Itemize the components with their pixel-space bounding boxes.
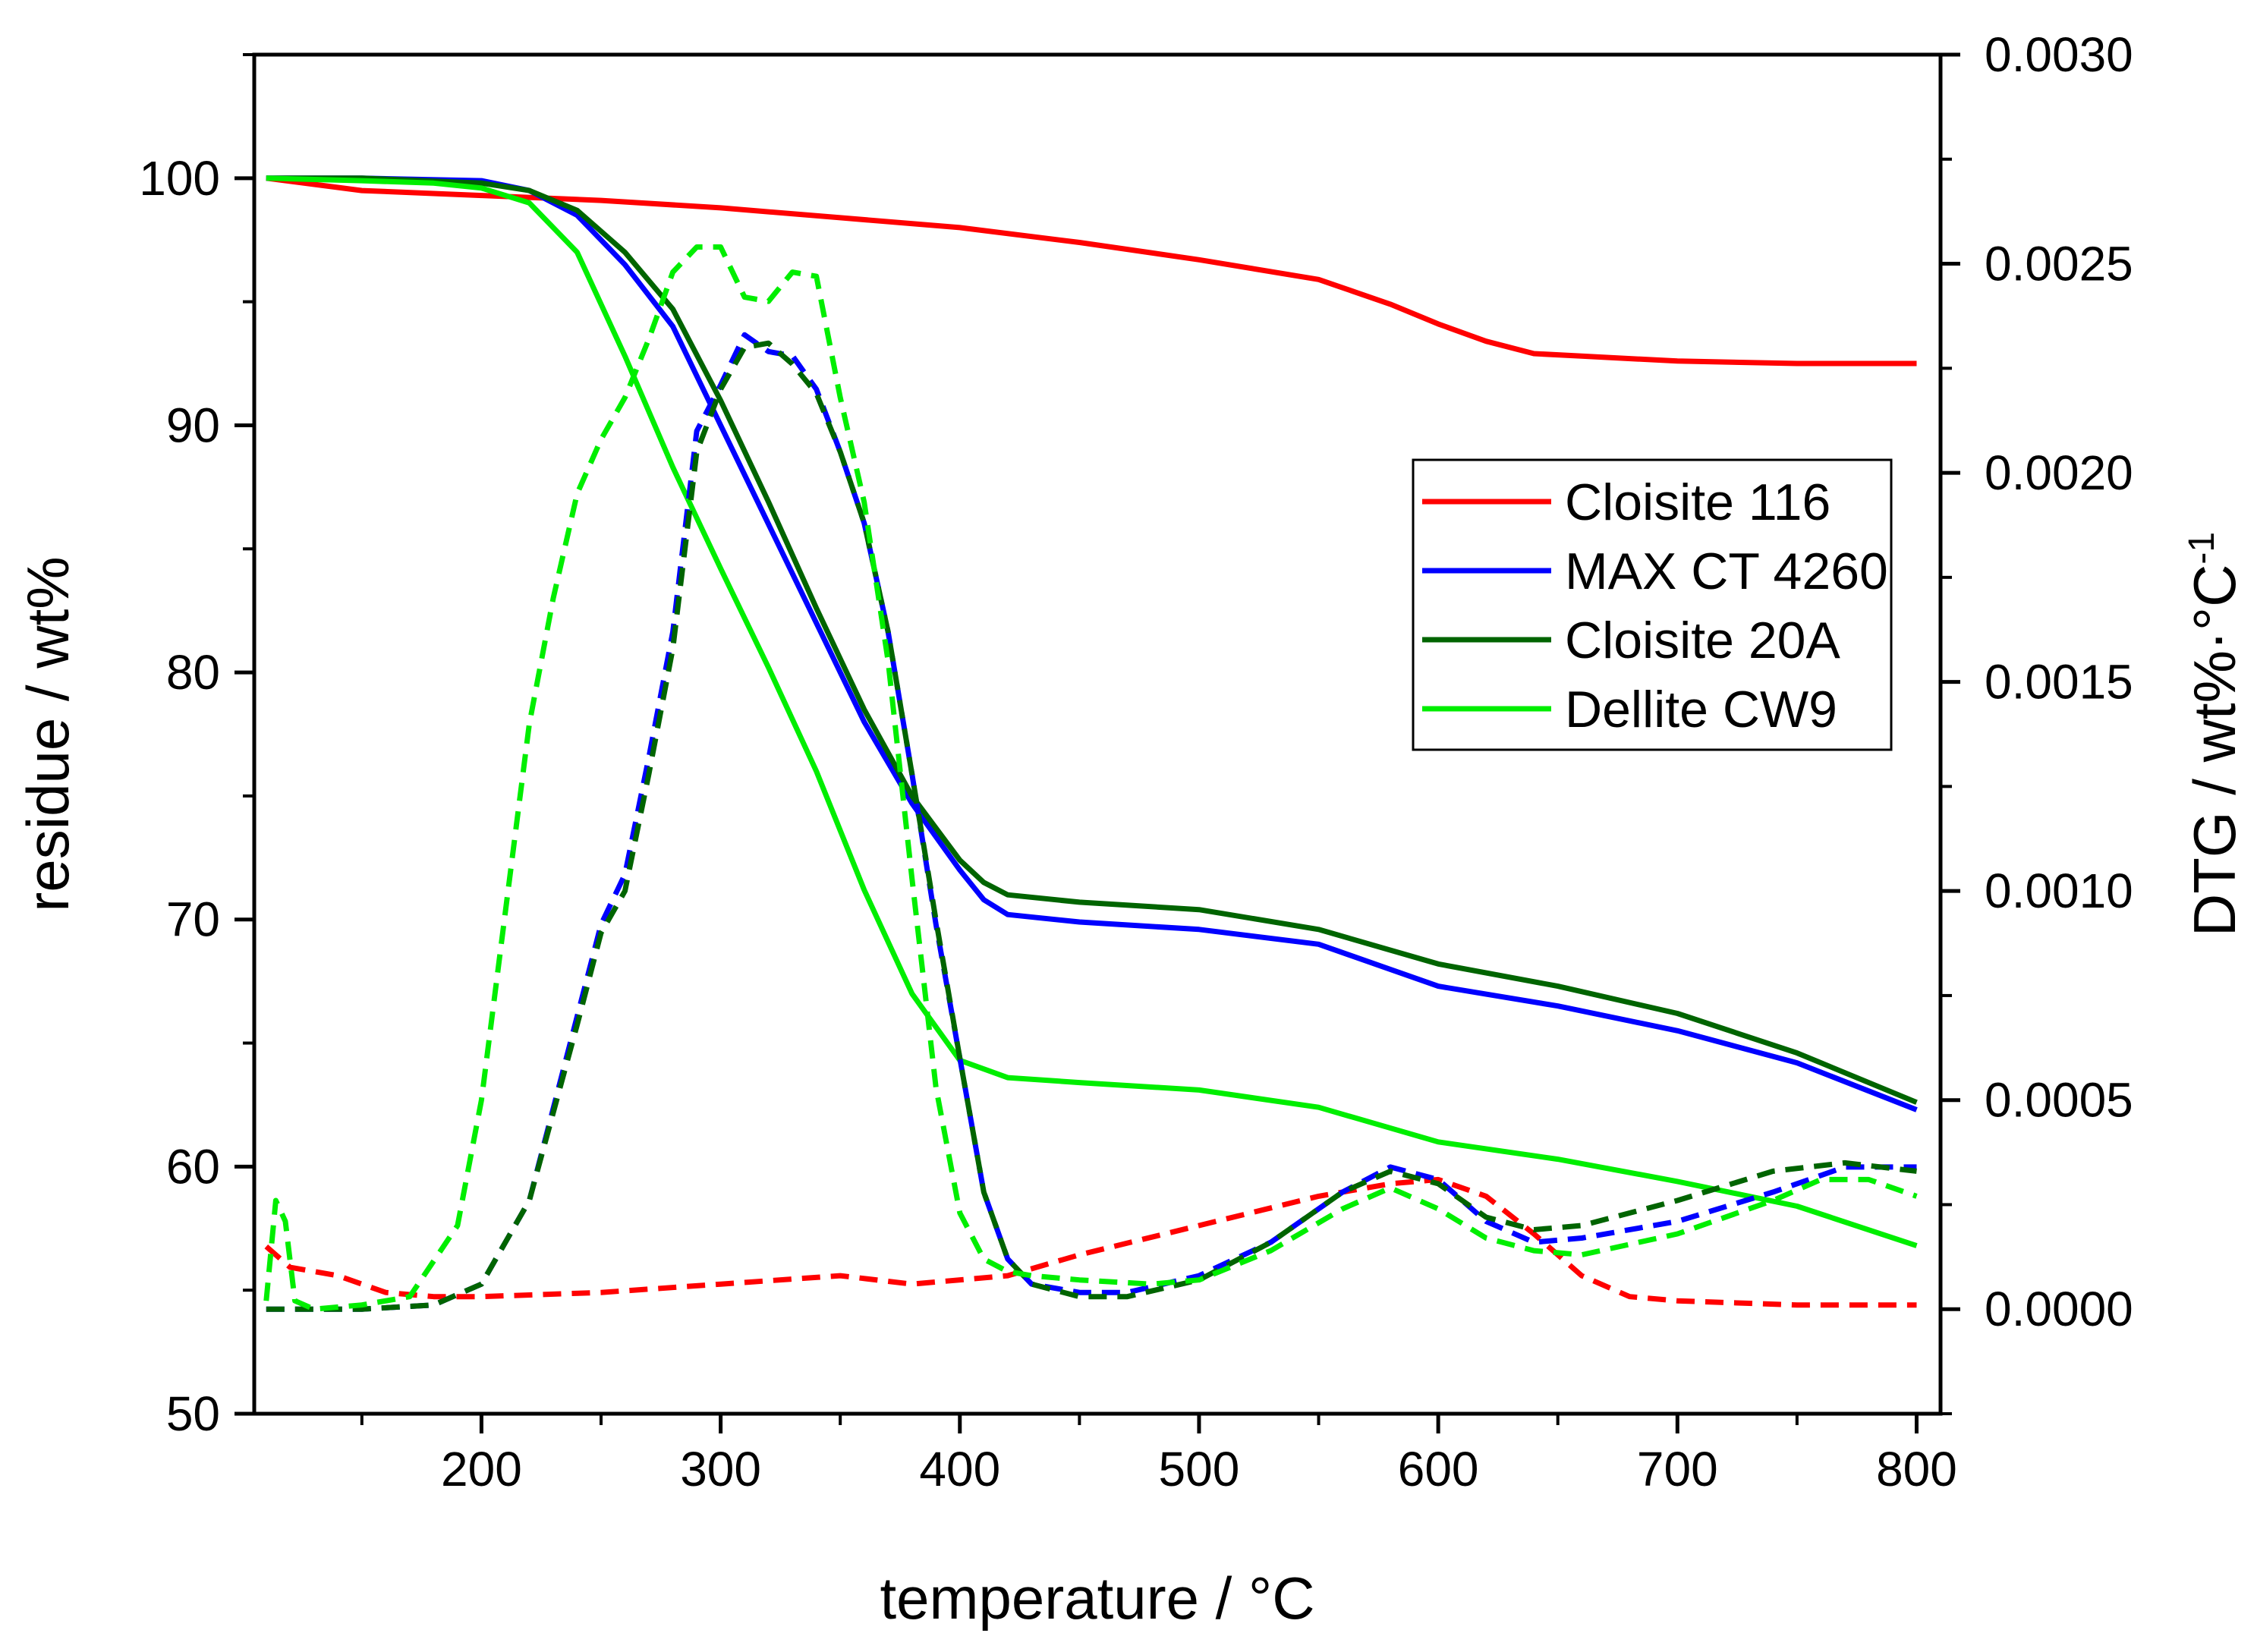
- y2-tick-label-0.0010: 0.0010: [1985, 864, 2133, 918]
- x-tick-label-400: 400: [919, 1442, 1000, 1496]
- y-tick-label-100: 100: [139, 151, 220, 206]
- x-tick-label-800: 800: [1876, 1442, 1957, 1496]
- series-cloisite-20a-tga: [266, 175, 1918, 1105]
- series-dellite-cw9-tga: [266, 175, 1918, 1248]
- legend-label-cloisite-116: Cloisite 116: [1565, 474, 1830, 531]
- series-layer: [263, 175, 1918, 1312]
- y2-axis-title-main: DTG / wt%·°C: [2181, 565, 2248, 937]
- y-tick-label-50: 50: [166, 1386, 220, 1441]
- legend-label-max-ct-4260: MAX CT 4260: [1565, 543, 1888, 600]
- legend-label-cloisite-20a: Cloisite 20A: [1565, 612, 1840, 669]
- y-axis-title: residue / wt%: [14, 556, 81, 911]
- y2-axis-title: DTG / wt%·°C-1: [2181, 532, 2248, 936]
- series-dellite-cw9-dtg: [263, 244, 1918, 1312]
- y2-axis-title-superscript: -1: [2182, 532, 2222, 565]
- y2-tick-label-0.0025: 0.0025: [1985, 237, 2133, 291]
- tick-layer: 200 300 400 500 600 700 800 50 60 70 80 90 100 0.0000…: [139, 27, 2133, 1496]
- legend: Cloisite 116 MAX CT 4260 Cloisite 20A Delli…: [1412, 458, 1893, 751]
- x-tick-label-300: 300: [680, 1442, 761, 1496]
- legend-box: [1412, 458, 1893, 751]
- y-tick-label-90: 90: [166, 398, 220, 452]
- x-tick-label-500: 500: [1159, 1442, 1240, 1496]
- series-max-ct-4260-tga: [266, 175, 1918, 1112]
- y-tick-label-80: 80: [166, 645, 220, 700]
- x-tick-label-200: 200: [441, 1442, 522, 1496]
- y2-tick-label-0.0000: 0.0000: [1985, 1282, 2133, 1336]
- x-tick-label-600: 600: [1398, 1442, 1479, 1496]
- series-cloisite-116-tga: [266, 175, 1917, 367]
- y2-tick-label-0.0020: 0.0020: [1985, 445, 2133, 500]
- x-tick-label-700: 700: [1637, 1442, 1718, 1496]
- y-tick-label-70: 70: [166, 892, 220, 947]
- plot-frame: [252, 52, 1943, 1416]
- series-cloisite-20a-dtg: [266, 340, 1917, 1312]
- y2-tick-label-0.0005: 0.0005: [1985, 1073, 2133, 1128]
- x-axis-title: temperature / °C: [880, 1565, 1314, 1632]
- y2-tick-label-0.0030: 0.0030: [1985, 27, 2133, 82]
- legend-label-dellite-cw9: Dellite CW9: [1565, 681, 1837, 738]
- y2-tick-label-0.0015: 0.0015: [1985, 655, 2133, 710]
- series-cloisite-116-dtg: [264, 1176, 1917, 1308]
- y-tick-label-60: 60: [166, 1139, 220, 1194]
